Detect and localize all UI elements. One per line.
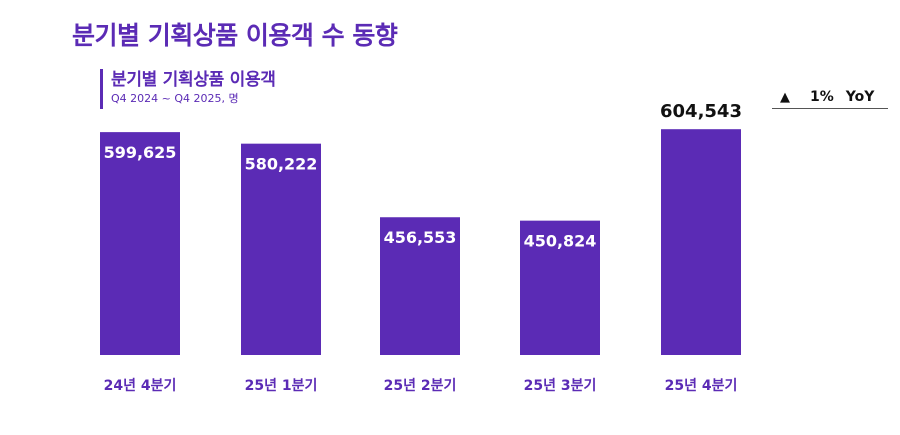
bar-2 (241, 143, 321, 355)
category-label-1: 24년 4분기 (104, 378, 177, 394)
bar-5 (661, 129, 741, 355)
category-label-4: 25년 3분기 (524, 378, 597, 394)
chart-title: 분기별 기획상품 이용객 (111, 70, 276, 90)
yoy-indicator: ▲ 1% YoY (772, 86, 888, 109)
up-arrow-icon: ▲ (780, 89, 790, 105)
category-label-5: 25년 4분기 (665, 378, 738, 394)
bar-value-label-5: 604,543 (660, 101, 742, 122)
yoy-value: 1% (810, 89, 834, 105)
bar-3 (380, 217, 460, 355)
bar-value-label-3: 456,553 (384, 228, 457, 247)
category-label-2: 25년 1분기 (245, 378, 318, 394)
bar-4 (520, 220, 600, 355)
page-title: 분기별 기획상품 이용객 수 동향 (72, 21, 398, 50)
bar-value-label-1: 599,625 (104, 143, 177, 162)
bar-value-label-2: 580,222 (245, 155, 318, 174)
yoy-label: YoY (845, 89, 875, 105)
category-label-3: 25년 2분기 (384, 378, 457, 394)
chart-header: 분기별 기획상품 이용객 Q4 2024 ~ Q4 2025, 명 (100, 69, 276, 109)
bar-1 (100, 132, 180, 355)
bar-value-label-4: 450,824 (524, 232, 597, 251)
chart-subtitle: Q4 2024 ~ Q4 2025, 명 (111, 92, 239, 105)
